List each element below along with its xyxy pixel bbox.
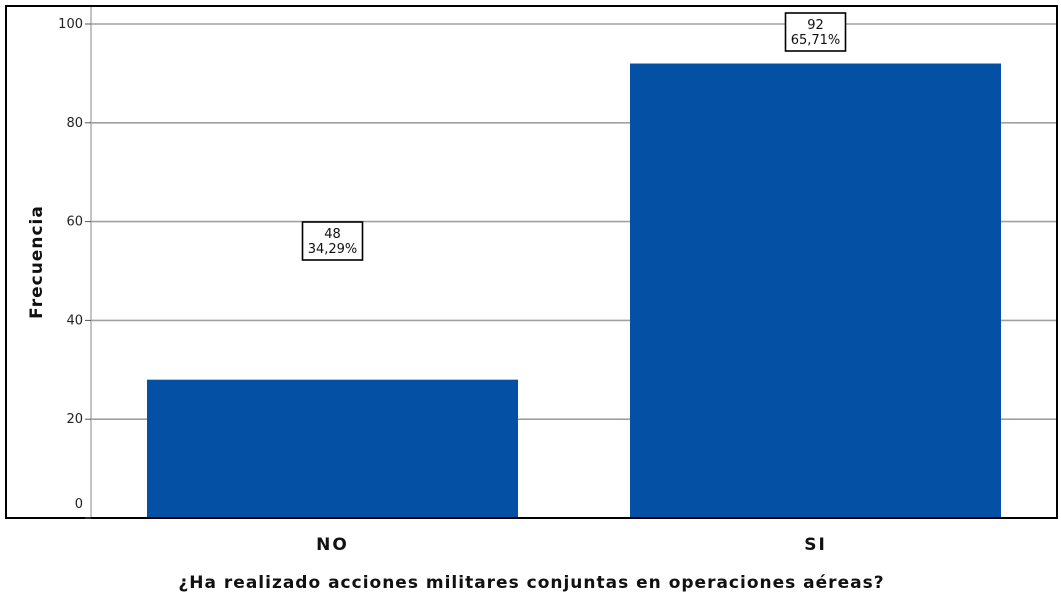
y-tick-label: 60 <box>66 215 83 230</box>
bars <box>147 63 1001 519</box>
y-tick-label: 80 <box>66 116 83 131</box>
data-label-frame <box>784 12 847 52</box>
y-axis-title: Frecuencia <box>27 205 47 319</box>
x-axis-categories: NO SI <box>316 535 827 555</box>
bar-si <box>630 63 1001 519</box>
data-label-frame <box>301 221 364 261</box>
data-label-count: 92 <box>807 18 824 33</box>
data-label-count: 48 <box>324 227 341 242</box>
plot-frame <box>5 5 1058 519</box>
x-axis-title: ¿Ha realizado acciones militares conjunt… <box>178 573 884 593</box>
y-axis-ticks: 0 20 40 60 80 100 <box>58 17 91 519</box>
y-tick-label: 40 <box>66 313 83 328</box>
category-label: NO <box>316 535 349 555</box>
bar-no <box>147 379 518 518</box>
data-label-percent: 65,71% <box>791 33 841 48</box>
y-tick-label: 100 <box>58 17 83 32</box>
y-tick-label: 0 <box>75 497 83 512</box>
data-label-percent: 34,29% <box>308 242 358 257</box>
category-label: SI <box>804 535 827 555</box>
y-tick-label: 20 <box>66 412 83 427</box>
